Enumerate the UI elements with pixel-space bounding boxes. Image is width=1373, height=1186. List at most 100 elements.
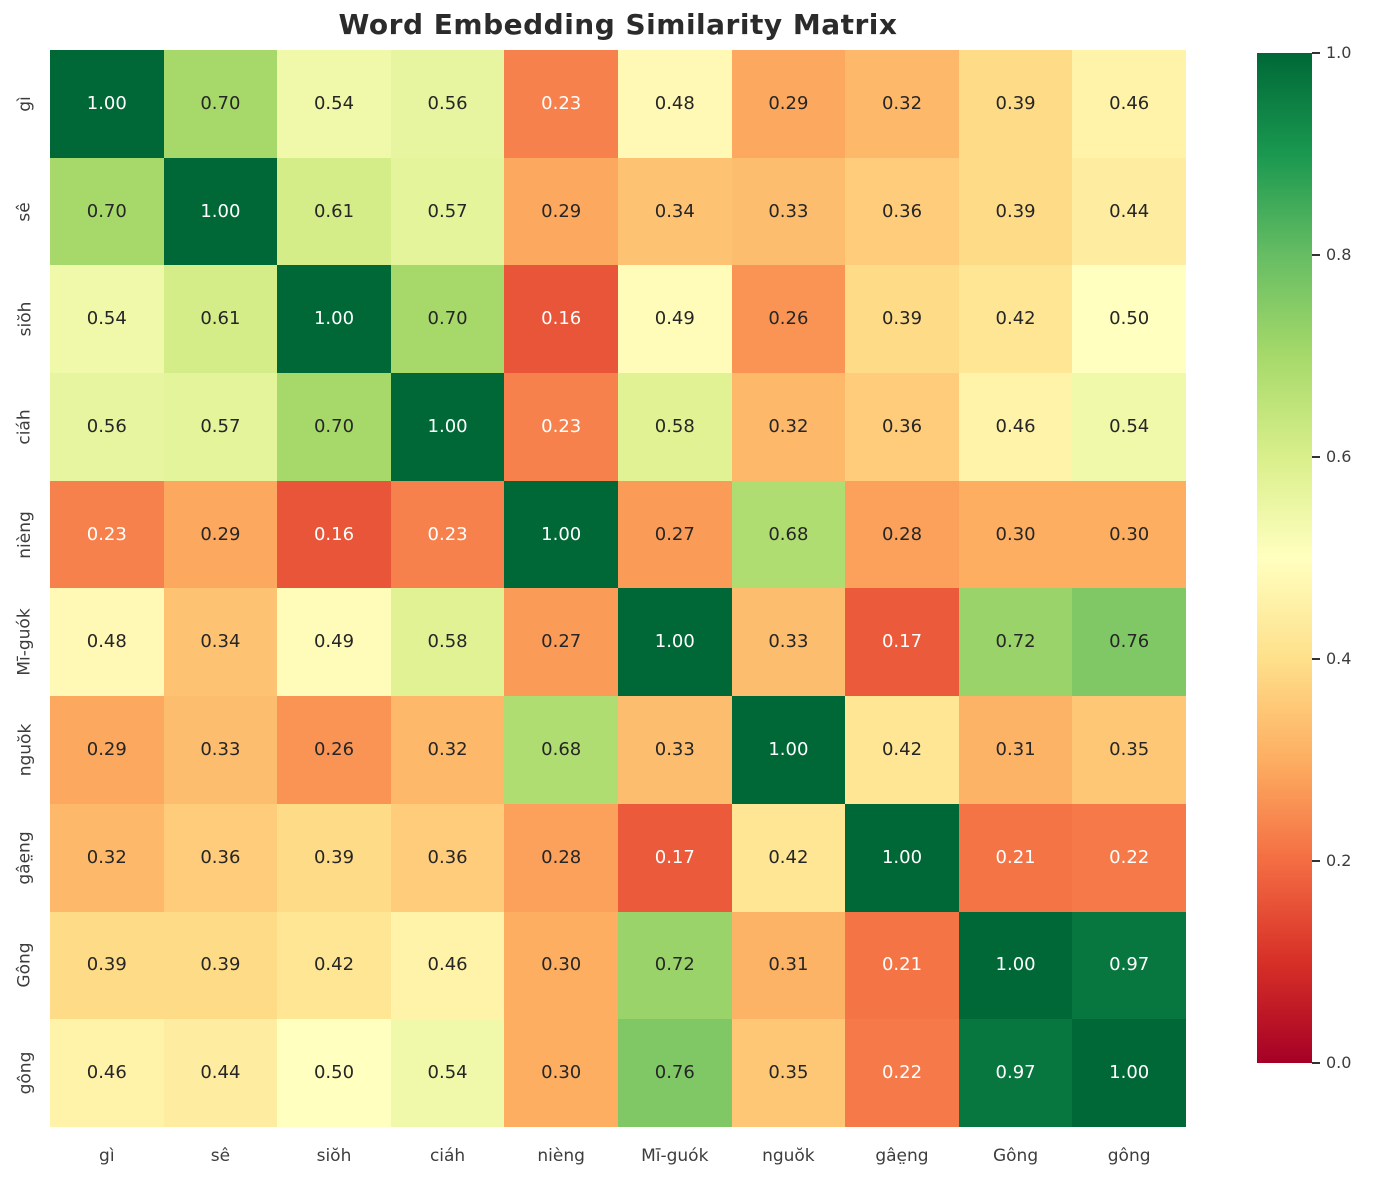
- heatmap-cell: 0.46: [958, 373, 1073, 481]
- heatmap-cell: 0.76: [617, 1019, 732, 1127]
- colorbar-tick-mark: [1312, 254, 1320, 256]
- heatmap-cell: 0.31: [958, 696, 1073, 804]
- heatmap-cell: 0.16: [504, 265, 618, 374]
- heatmap-cell: 0.23: [504, 373, 618, 481]
- heatmap-cell: 0.27: [617, 480, 732, 589]
- heatmap-cell: 0.48: [50, 588, 164, 697]
- x-tick-label: siŏh: [316, 1146, 352, 1166]
- y-tick-label: gông: [14, 1051, 35, 1095]
- heatmap-cell: 0.70: [277, 373, 391, 481]
- heatmap-cell: 0.39: [277, 803, 391, 912]
- heatmap-cell: 0.35: [731, 1019, 846, 1127]
- heatmap-cell: 1.00: [731, 696, 846, 804]
- heatmap-cell: 0.61: [277, 157, 391, 266]
- heatmap-cell: 0.34: [617, 157, 732, 266]
- y-tick-label: sê: [14, 201, 35, 222]
- heatmap-cell: 0.68: [731, 480, 846, 589]
- heatmap-cell: 0.33: [163, 696, 278, 804]
- heatmap-cell: 0.56: [50, 373, 164, 481]
- colorbar: 1.0 0.8 0.6 0.4 0.2 0.0: [1257, 43, 1373, 1072]
- heatmap-cell: 0.70: [390, 265, 505, 374]
- heatmap-cell: 0.32: [50, 803, 164, 912]
- heatmap-cell: 0.16: [277, 480, 391, 589]
- y-axis-labels: gì sê siŏh ciáh nièng Mī-guók nguŏk gâe̤ng Gông g…: [0, 50, 50, 1127]
- heatmap-cell: 0.30: [958, 480, 1073, 589]
- heatmap-cell: 1.00: [845, 803, 959, 912]
- heatmap-cell: 0.22: [845, 1019, 959, 1127]
- colorbar-tick-mark: [1312, 1062, 1320, 1064]
- heatmap-cell: 0.97: [958, 1019, 1073, 1127]
- heatmap-cell: 0.21: [845, 911, 959, 1020]
- heatmap-cell: 0.76: [1072, 588, 1186, 697]
- chart-title: Word Embedding Similarity Matrix: [338, 8, 898, 41]
- heatmap-cell: 1.00: [617, 588, 732, 697]
- heatmap-cell: 0.58: [390, 588, 505, 697]
- heatmap-cell: 0.29: [163, 480, 278, 589]
- colorbar-tick-label: 0.4: [1326, 649, 1352, 668]
- y-tick-label: nguŏk: [15, 723, 35, 777]
- heatmap-cell: 0.30: [504, 1019, 618, 1127]
- heatmap-cell: 0.36: [390, 803, 505, 912]
- heatmap-cell: 0.49: [617, 265, 732, 374]
- heatmap-cell: 1.00: [163, 157, 278, 266]
- heatmap-cell: 0.54: [277, 50, 391, 158]
- colorbar-tick-label: 0.6: [1326, 447, 1352, 466]
- heatmap-cell: 0.36: [163, 803, 278, 912]
- heatmap-cell: 0.29: [50, 696, 164, 804]
- heatmap-cell: 0.39: [958, 50, 1073, 158]
- x-tick-label: nièng: [537, 1146, 585, 1166]
- heatmap-cell: 1.00: [50, 50, 164, 158]
- colorbar-tick-label: 0.2: [1326, 851, 1352, 870]
- y-tick-label: gâe̤ng: [15, 831, 36, 885]
- colorbar-tick-label: 0.0: [1326, 1053, 1352, 1072]
- heatmap-cell: 0.33: [731, 588, 846, 697]
- heatmap-cell: 0.32: [731, 373, 846, 481]
- heatmap-cell: 0.33: [731, 157, 846, 266]
- heatmap-cell: 0.17: [845, 588, 959, 697]
- heatmap-cell: 1.00: [277, 265, 391, 374]
- colorbar-tick-mark: [1312, 52, 1320, 54]
- y-tick-label: Mī-guók: [15, 608, 35, 677]
- heatmap-cell: 0.42: [958, 265, 1073, 374]
- colorbar-tick-mark: [1312, 860, 1320, 862]
- heatmap-cell: 1.00: [390, 373, 505, 481]
- x-tick-label: sê: [210, 1146, 231, 1166]
- x-tick-label: nguŏk: [762, 1146, 815, 1166]
- heatmap-cell: 0.42: [277, 911, 391, 1020]
- heatmap-cell: 0.23: [390, 480, 505, 589]
- heatmap-cell: 0.42: [845, 696, 959, 804]
- heatmap-cell: 0.32: [390, 696, 505, 804]
- heatmap-cell: 0.44: [1072, 157, 1186, 266]
- heatmap-cell: 0.27: [504, 588, 618, 697]
- colorbar-tick-label: 1.0: [1326, 43, 1352, 62]
- heatmap-cell: 0.26: [731, 265, 846, 374]
- heatmap-cell: 0.21: [958, 803, 1073, 912]
- heatmap-cell: 0.57: [163, 373, 278, 481]
- heatmap-cell: 0.46: [1072, 50, 1186, 158]
- heatmap-cell: 0.68: [504, 696, 618, 804]
- x-tick-label: gông: [1107, 1146, 1151, 1166]
- y-tick-label: Gông: [14, 942, 35, 989]
- heatmap-cell: 0.57: [390, 157, 505, 266]
- heatmap-cell: 0.39: [50, 911, 164, 1020]
- heatmap-cell: 0.44: [163, 1019, 278, 1127]
- heatmap-cell: 0.48: [617, 50, 732, 158]
- heatmap-cell: 0.33: [617, 696, 732, 804]
- heatmap-cell: 0.50: [277, 1019, 391, 1127]
- x-tick-label: Gông: [992, 1146, 1039, 1166]
- heatmap-cell: 0.30: [504, 911, 618, 1020]
- heatmap-cell: 0.39: [163, 911, 278, 1020]
- heatmap-cell: 0.31: [731, 911, 846, 1020]
- heatmap-cell: 0.36: [845, 157, 959, 266]
- heatmap-cell: 0.36: [845, 373, 959, 481]
- heatmap-cell: 0.72: [958, 588, 1073, 697]
- y-tick-label: nièng: [15, 510, 35, 559]
- heatmap-cell: 0.42: [731, 803, 846, 912]
- heatmap-cell: 0.61: [163, 265, 278, 374]
- y-tick-label: gì: [14, 96, 35, 112]
- heatmap-cell: 0.50: [1072, 265, 1186, 374]
- heatmap-cell: 0.46: [390, 911, 505, 1020]
- heatmap-cell: 0.70: [163, 50, 278, 158]
- y-tick-label: siŏh: [14, 301, 35, 337]
